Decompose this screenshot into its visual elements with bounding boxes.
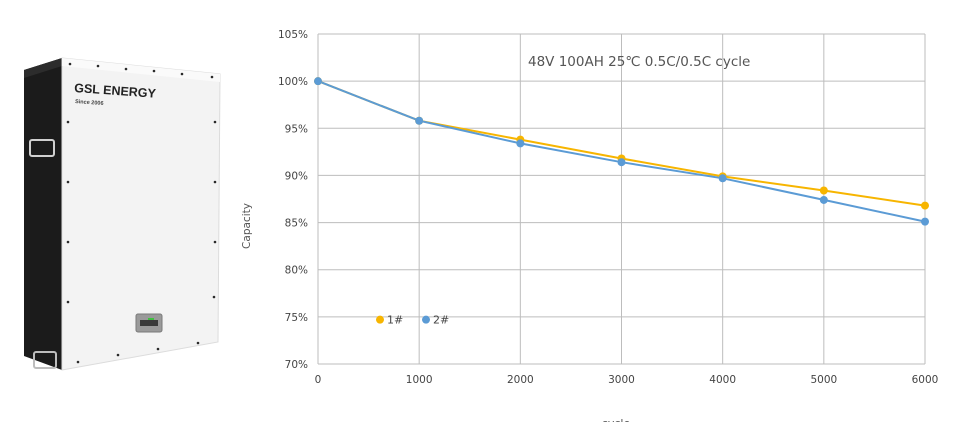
data-point	[921, 201, 929, 210]
legend-marker-1	[376, 315, 384, 324]
screw-dots	[66, 62, 217, 364]
chart-grid	[317, 33, 926, 365]
data-point	[819, 186, 828, 195]
battery-front-panel	[61, 57, 221, 371]
battery-side-panel	[24, 58, 62, 370]
data-point	[819, 195, 828, 204]
y-tick-label: 100%	[278, 76, 308, 88]
y-tick-label: 85%	[285, 218, 308, 230]
x-axis-ticks: 0 1000 2000 3000 4000 5000 6000	[315, 374, 939, 386]
y-axis-label: Capacity	[241, 203, 253, 249]
brand-tagline: Since 2006	[75, 99, 104, 107]
x-tick-label: 5000	[810, 374, 837, 386]
y-axis-ticks: 70% 75% 80% 85% 90% 95% 100% 105%	[278, 29, 308, 371]
legend-label-1: 1#	[387, 314, 403, 327]
chart-legend: 1# 2#	[376, 314, 449, 327]
series-points	[314, 77, 929, 226]
x-tick-label: 3000	[608, 374, 635, 386]
capacity-chart: 70% 75% 80% 85% 90% 95% 100% 105% 0 1000 2000 3000…	[230, 18, 953, 422]
y-tick-label: 75%	[285, 312, 308, 324]
data-point	[718, 174, 727, 183]
x-axis-label: cycle	[602, 417, 631, 422]
brand-logo: GSL ENERGY	[74, 81, 157, 101]
x-tick-label: 1000	[406, 374, 433, 386]
data-point	[617, 158, 626, 167]
handle-icon	[29, 139, 55, 157]
data-point	[415, 116, 424, 125]
battery-product-image: GSL ENERGY Since 2006	[18, 52, 228, 374]
y-tick-label: 70%	[285, 359, 308, 371]
battery-illustration: GSL ENERGY Since 2006	[24, 57, 221, 371]
legend-label-2: 2#	[433, 314, 449, 327]
bracket-icon	[33, 351, 57, 369]
y-tick-label: 95%	[285, 123, 308, 135]
legend-marker-2	[422, 315, 430, 324]
data-point	[921, 217, 929, 226]
x-tick-label: 0	[315, 374, 322, 386]
x-tick-label: 2000	[507, 374, 534, 386]
chart-title: 48V 100AH 25℃ 0.5C/0.5C cycle	[528, 54, 750, 70]
data-point	[314, 77, 322, 86]
y-tick-label: 105%	[278, 29, 308, 41]
y-tick-label: 90%	[285, 170, 308, 182]
chart-canvas: 70% 75% 80% 85% 90% 95% 100% 105% 0 1000 2000 3000…	[241, 29, 939, 422]
x-tick-label: 6000	[912, 374, 939, 386]
y-tick-label: 80%	[285, 265, 308, 277]
data-point	[516, 139, 525, 148]
x-tick-label: 4000	[709, 374, 736, 386]
